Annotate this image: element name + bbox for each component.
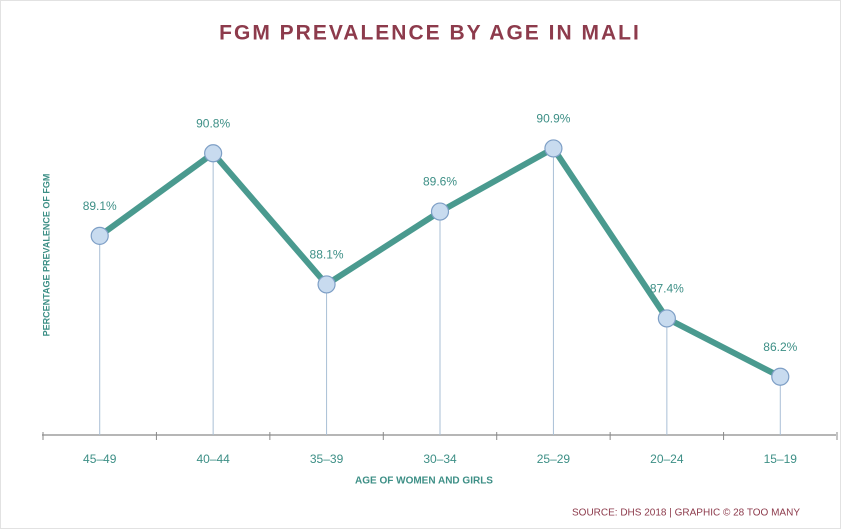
y-axis-label: PERCENTAGE PREVALENCE OF FGM xyxy=(41,174,51,337)
data-label: 88.1% xyxy=(310,248,344,262)
x-tick-label: 30–34 xyxy=(423,452,457,466)
x-tick-label: 25–29 xyxy=(537,452,571,466)
x-tick-label: 40–44 xyxy=(196,452,230,466)
marker xyxy=(430,202,450,221)
marker xyxy=(771,367,790,386)
data-label: 86.2% xyxy=(763,340,797,354)
data-label: 90.8% xyxy=(196,116,230,130)
chart-title: FGM PREVALENCE BY AGE IN MALI xyxy=(219,22,641,45)
marker xyxy=(317,275,336,294)
data-label: 89.1% xyxy=(83,199,117,213)
x-axis-label: AGE OF WOMEN AND GIRLS xyxy=(355,476,493,487)
x-tick-label: 35–39 xyxy=(310,452,344,466)
marker xyxy=(544,139,563,158)
data-label: 90.9% xyxy=(536,112,570,126)
data-label: 87.4% xyxy=(650,282,684,296)
x-tick-label: 20–24 xyxy=(650,452,684,466)
x-tick-label: 45–49 xyxy=(83,452,117,466)
marker xyxy=(90,226,109,245)
data-label: 89.6% xyxy=(423,175,457,189)
marker xyxy=(204,144,223,163)
source: SOURCE: DHS 2018 | GRAPHIC © 28 TOO MANY xyxy=(572,508,800,519)
x-tick-label: 15–19 xyxy=(764,452,798,466)
marker xyxy=(657,309,676,328)
